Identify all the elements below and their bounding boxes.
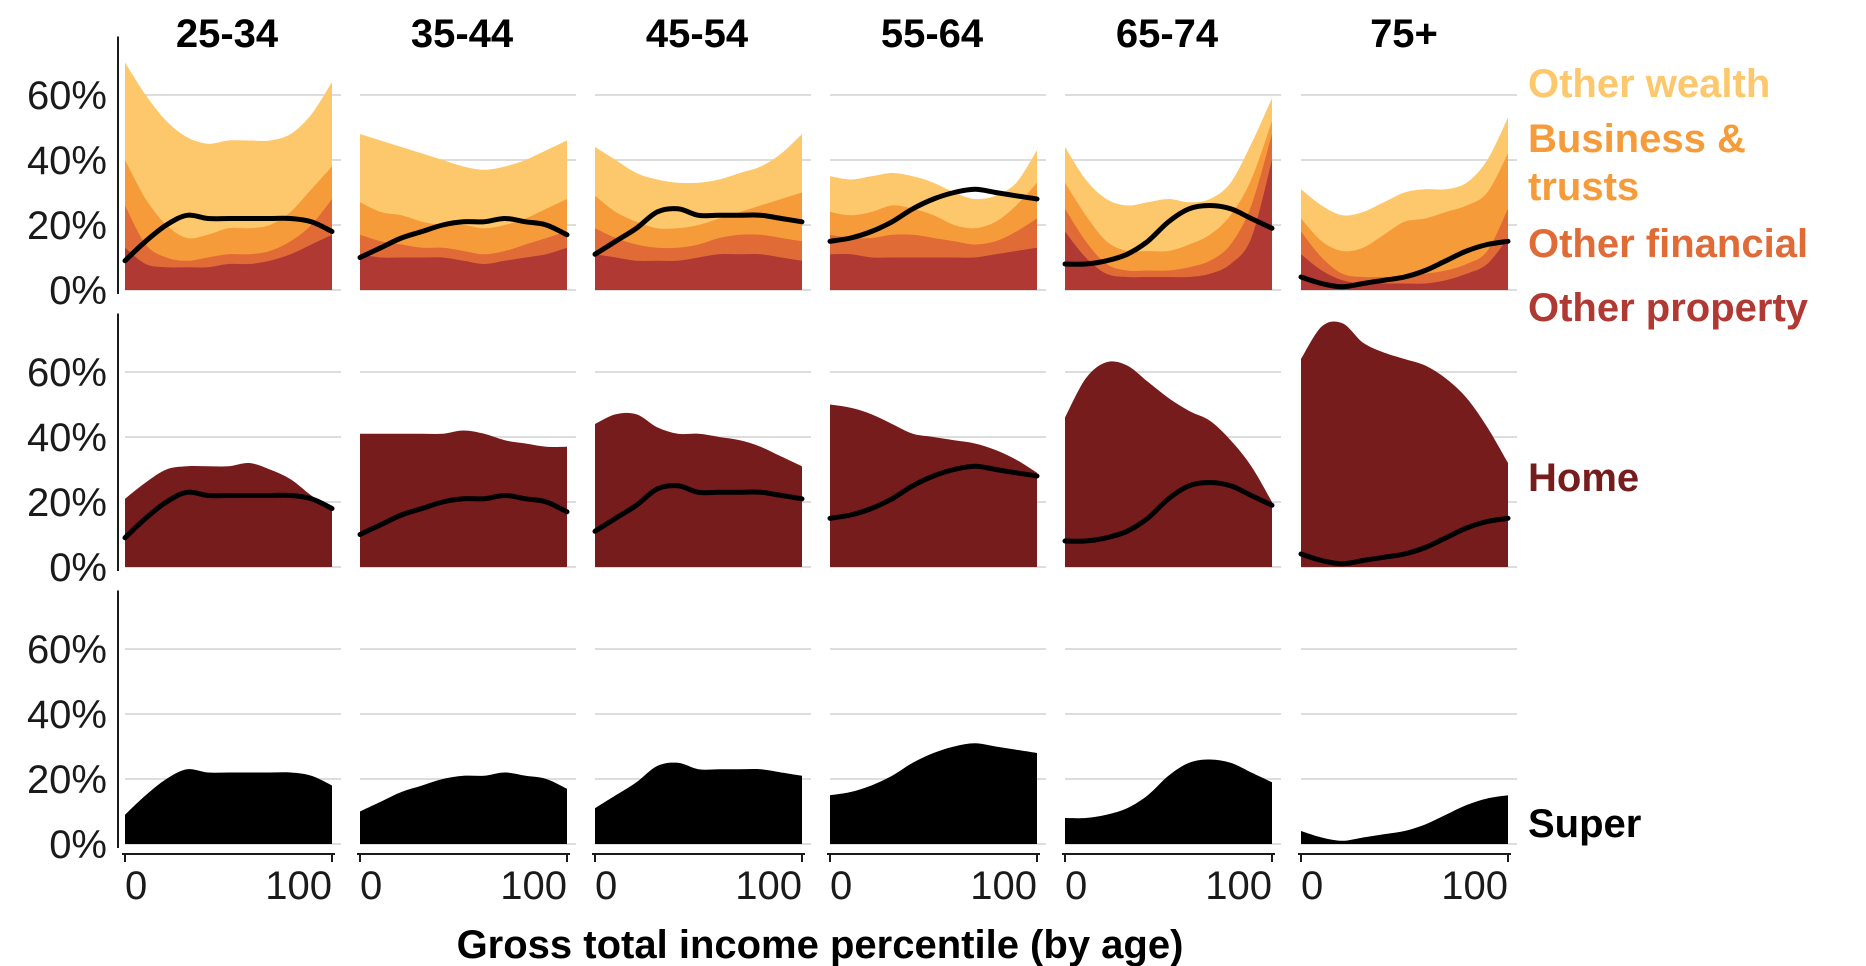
facet-title-75-plus: 75+ (1370, 12, 1438, 56)
area-other-property-35-44 (360, 247, 567, 290)
area-home-75-plus (1301, 321, 1508, 567)
area-super-35-44 (360, 772, 567, 844)
y-tick-label: 20% (27, 481, 107, 525)
facet-title-35-44: 35-44 (411, 12, 514, 56)
area-other-property-55-64 (830, 247, 1037, 290)
x-tick-label: 0 (1065, 864, 1087, 908)
super-line-row1-65-74 (1062, 202, 1275, 267)
area-layer (125, 62, 1508, 844)
super-line-row1-25-34 (122, 212, 335, 264)
super-line-row1-35-44 (357, 215, 570, 260)
area-other-financial-75-plus (1301, 208, 1508, 290)
x-tick-label: 100 (735, 864, 802, 908)
y-tick-label: 40% (27, 139, 107, 183)
super-line-row2-25-34 (122, 489, 335, 541)
super-line-row2-75-plus (1298, 515, 1511, 567)
legend-business-trusts-line1: Business & (1528, 117, 1746, 161)
area-super-65-74 (1065, 759, 1272, 844)
area-other-property-45-54 (595, 254, 802, 290)
area-super-25-34 (125, 769, 332, 844)
x-tick-label: 0 (1301, 864, 1323, 908)
area-other-property-65-74 (1065, 160, 1272, 290)
axes: 0% 20% 40% 60% 0% 20% 40% 60% 0% 20% 40% 60% 0 100 0 10… (27, 36, 1511, 908)
super-line-row2-55-64 (827, 463, 1040, 521)
area-super-75-plus (1301, 795, 1508, 844)
x-tick-label: 0 (360, 864, 382, 908)
super-line-row2-45-54 (592, 483, 805, 534)
y-tick-label: 60% (27, 351, 107, 395)
y-tick-label: 40% (27, 416, 107, 460)
y-tick-label: 60% (27, 628, 107, 672)
area-home-25-34 (125, 462, 332, 567)
area-super-55-64 (830, 743, 1037, 844)
super-line-row2-35-44 (357, 492, 570, 537)
y-tick-label: 20% (27, 758, 107, 802)
area-other-property-25-34 (125, 234, 332, 290)
x-tick-label: 100 (265, 864, 332, 908)
legend-other-property: Other property (1528, 286, 1809, 330)
legend-super: Super (1528, 802, 1641, 846)
y-tick-label: 0% (49, 546, 107, 590)
x-tick-label: 0 (125, 864, 147, 908)
x-tick-label: 0 (595, 864, 617, 908)
area-super-45-54 (595, 762, 802, 844)
facet-title-65-74: 65-74 (1116, 12, 1219, 56)
x-tick-label: 100 (1441, 864, 1508, 908)
facet-title-45-54: 45-54 (646, 12, 749, 56)
x-tick-label: 0 (830, 864, 852, 908)
row-legend: Other wealth Business & trusts Other fin… (1528, 62, 1809, 846)
facet-title-55-64: 55-64 (881, 12, 984, 56)
legend-other-financial: Other financial (1528, 222, 1808, 266)
area-business-trusts-65-74 (1065, 121, 1272, 290)
x-tick-label: 100 (970, 864, 1037, 908)
y-tick-label: 40% (27, 693, 107, 737)
legend-other-wealth: Other wealth (1528, 62, 1770, 106)
x-tick-label: 100 (500, 864, 567, 908)
area-home-55-64 (830, 404, 1037, 567)
facet-titles: 25-34 35-44 45-54 55-64 65-74 75+ (176, 12, 1438, 56)
legend-home: Home (1528, 456, 1639, 500)
facet-title-25-34: 25-34 (176, 12, 279, 56)
super-line-row2-65-74 (1062, 479, 1275, 544)
super-line-row1-75-plus (1298, 238, 1511, 290)
y-tick-label: 20% (27, 204, 107, 248)
super-line-row1-55-64 (827, 186, 1040, 244)
x-tick-label: 100 (1205, 864, 1272, 908)
y-tick-label: 0% (49, 269, 107, 313)
x-axis-title: Gross total income percentile (by age) (457, 923, 1184, 966)
y-tick-label: 60% (27, 74, 107, 118)
super-line-row1-45-54 (592, 206, 805, 257)
legend-business-trusts-line2: trusts (1528, 165, 1639, 209)
y-tick-label: 0% (49, 823, 107, 867)
super-lines (122, 186, 1511, 567)
area-home-65-74 (1065, 361, 1272, 567)
